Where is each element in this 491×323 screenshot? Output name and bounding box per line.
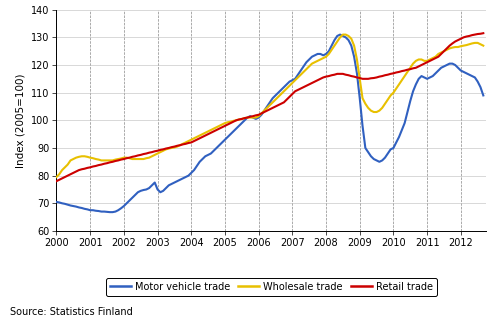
Y-axis label: Index (2005=100): Index (2005=100)	[15, 73, 26, 168]
Legend: Motor vehicle trade, Wholesale trade, Retail trade: Motor vehicle trade, Wholesale trade, Re…	[106, 278, 436, 296]
Text: Source: Statistics Finland: Source: Statistics Finland	[10, 307, 133, 317]
